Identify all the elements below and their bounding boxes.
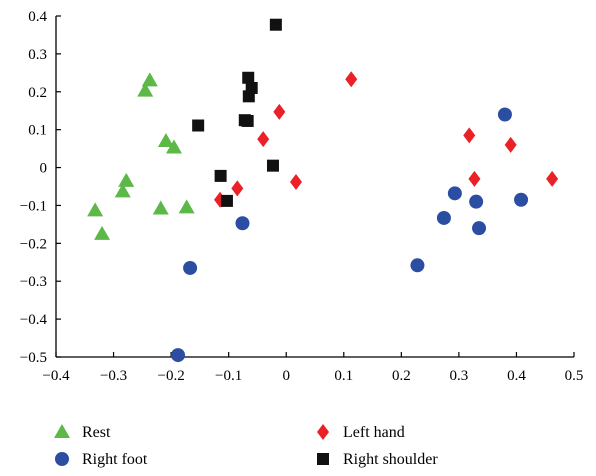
point-right-shoulder [241, 114, 254, 127]
y-tick-label: 0.2 [28, 85, 47, 101]
y-tick-label: −0.1 [20, 198, 47, 214]
legend-label: Left hand [343, 424, 405, 441]
y-tick-label: −0.5 [20, 350, 47, 366]
y-tick-label: 0 [40, 161, 48, 177]
x-tick-label: 0.4 [507, 368, 526, 384]
point-right-foot [436, 210, 451, 225]
point-right-foot [497, 107, 512, 122]
y-tick-label: −0.2 [20, 236, 47, 252]
data-points [87, 18, 559, 363]
point-right-foot [472, 221, 487, 236]
point-right-foot [447, 186, 462, 201]
legend: Rest Right foot Left hand Right shoulder [54, 424, 438, 468]
point-rest [94, 225, 111, 240]
x-tick-label: 0.3 [450, 368, 469, 384]
point-rest [137, 82, 154, 97]
legend-item-right-shoulder: Right shoulder [317, 451, 438, 468]
point-right-shoulder [192, 119, 205, 132]
legend-triangle-icon [54, 424, 70, 438]
point-right-shoulder [242, 71, 255, 84]
point-right-foot [183, 260, 198, 275]
x-tick-label: 0.2 [392, 368, 411, 384]
legend-item-rest: Rest [54, 424, 111, 441]
point-right-shoulder [269, 18, 282, 31]
point-right-foot [171, 348, 186, 363]
x-tick-label: −0.2 [158, 368, 185, 384]
point-left-hand [231, 180, 244, 197]
y-tick-label: −0.4 [20, 312, 48, 328]
axes [55, 15, 575, 358]
point-left-hand [257, 131, 270, 148]
tick-labels: −0.5 −0.4 −0.3 −0.2 −0.1 0 0.1 0.2 0.3 0.4 −0.4 −0.… [20, 9, 584, 384]
legend-item-left-hand: Left hand [317, 424, 405, 441]
point-right-shoulder [214, 169, 227, 182]
x-tick-label: −0.4 [42, 368, 70, 384]
legend-label: Right shoulder [343, 451, 438, 468]
y-tick-label: 0.1 [28, 123, 47, 139]
point-right-foot [514, 192, 529, 207]
point-right-foot [410, 258, 425, 273]
legend-label: Right foot [82, 451, 148, 468]
legend-circle-icon [55, 452, 69, 466]
point-rest [152, 200, 169, 215]
legend-diamond-icon [317, 424, 329, 440]
point-left-hand [463, 127, 476, 144]
y-tick-label: −0.3 [20, 274, 47, 290]
point-left-hand [345, 71, 358, 88]
point-right-foot [235, 216, 250, 231]
y-tick-label: 0.4 [28, 9, 47, 25]
point-right-shoulder [220, 194, 233, 207]
point-left-hand [273, 103, 286, 120]
point-rest [178, 199, 195, 214]
point-rest [118, 172, 135, 187]
point-right-shoulder [242, 90, 255, 103]
x-tick-label: 0 [282, 368, 290, 384]
legend-square-icon [317, 453, 329, 465]
point-left-hand [546, 170, 559, 187]
point-right-foot [469, 194, 484, 209]
x-tick-label: −0.3 [100, 368, 127, 384]
point-left-hand [290, 173, 303, 190]
x-tick-label: −0.1 [215, 368, 242, 384]
x-tick-label: 0.5 [565, 368, 584, 384]
legend-label: Rest [82, 424, 111, 441]
point-left-hand [504, 136, 517, 153]
point-rest [114, 183, 131, 198]
point-rest [157, 133, 174, 148]
y-tick-label: 0.3 [28, 47, 47, 63]
point-right-shoulder [266, 159, 279, 172]
point-rest [165, 139, 182, 154]
legend-item-right-foot: Right foot [55, 451, 148, 468]
point-rest [141, 72, 158, 87]
point-left-hand [468, 170, 481, 187]
x-tick-label: 0.1 [334, 368, 353, 384]
point-rest [87, 202, 104, 217]
